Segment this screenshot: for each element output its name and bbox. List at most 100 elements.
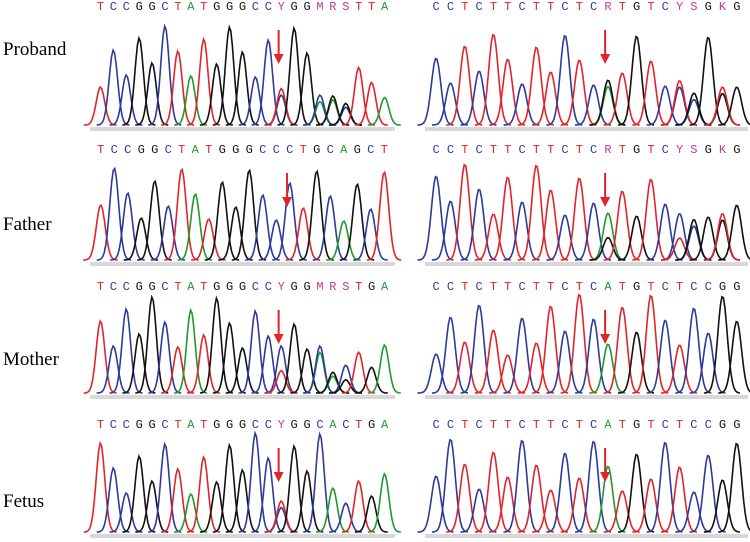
trace-peak: [83, 440, 117, 533]
trace-peak: [251, 334, 285, 394]
trace-peak: [264, 87, 298, 126]
baseline-bar: [90, 127, 395, 131]
trace-peak: [503, 83, 540, 126]
trace-peak: [689, 36, 726, 126]
trace-peak: [303, 100, 337, 126]
trace-peak: [353, 208, 388, 261]
trace-peak: [689, 454, 726, 533]
trace-peak: [96, 166, 132, 261]
trace-peak: [560, 177, 597, 261]
trace-peak: [489, 58, 526, 126]
trace-peak: [367, 96, 401, 126]
trace-peak: [218, 205, 253, 261]
trace-peak: [367, 472, 401, 533]
trace-peak: [251, 37, 285, 126]
trace-peak: [186, 36, 221, 126]
trace-peak: [603, 306, 640, 394]
trace-peak: [560, 59, 597, 126]
trace-peak: [122, 35, 156, 126]
trace-peak: [148, 23, 182, 126]
trace-peak: [83, 319, 117, 394]
trace-peak: [617, 453, 655, 533]
trace-peak: [532, 71, 569, 126]
trace-peak: [489, 176, 526, 261]
trace-peak: [150, 204, 186, 261]
trace-peak: [83, 85, 117, 126]
trace-peak: [238, 75, 272, 126]
trace-peak: [718, 86, 750, 126]
trace-peak: [617, 331, 655, 394]
trace-peak: [277, 443, 311, 533]
trace-peak: [431, 316, 469, 394]
trace-peak: [277, 322, 311, 394]
trace-peak: [689, 216, 726, 261]
trace-peak: [326, 220, 361, 261]
trace-peak: [603, 490, 640, 533]
trace-peak: [161, 467, 195, 533]
trace-peak: [474, 213, 511, 261]
trace-peak: [517, 46, 554, 126]
trace-peak: [503, 201, 540, 261]
row-label: Fetus: [3, 491, 44, 512]
trace-peak: [212, 442, 246, 533]
trace-peak: [718, 204, 750, 261]
trace-peak: [489, 354, 526, 394]
trace-peak: [303, 344, 337, 394]
trace-peak: [277, 25, 311, 126]
trace-peak: [632, 60, 669, 126]
trace-peak: [174, 492, 208, 533]
trace-peak: [191, 218, 226, 261]
trace-peak: [574, 318, 612, 394]
trace-peak: [703, 212, 740, 261]
trace-peak: [703, 295, 741, 394]
trace-peak: [341, 65, 375, 126]
trace-peak: [446, 463, 483, 533]
trace-peak: [161, 49, 195, 126]
trace-peak: [135, 479, 169, 533]
trace-peak: [517, 164, 554, 261]
trace-peak: [532, 189, 569, 261]
trace-peak: [148, 441, 182, 533]
trace-peak: [532, 305, 569, 394]
trace-peak: [460, 70, 497, 126]
trace-peak: [718, 320, 750, 394]
trace-peak: [675, 218, 712, 261]
trace-peak: [303, 93, 337, 126]
trace-peak: [660, 466, 698, 533]
trace-peak: [339, 182, 375, 261]
row-label: Mother: [3, 349, 60, 370]
trace-peak: [589, 79, 626, 126]
trace-peak: [589, 85, 626, 126]
trace-peak: [212, 24, 246, 126]
trace-peak: [341, 479, 375, 533]
trace-peak: [646, 203, 683, 261]
trace-peak: [546, 214, 583, 261]
trace-peak: [123, 216, 159, 261]
trace-peak: [225, 468, 259, 533]
trace-peak: [367, 343, 401, 394]
baseline-bar: [425, 262, 748, 266]
trace-peak: [204, 180, 240, 261]
trace-peak: [474, 329, 511, 394]
trace-peak: [290, 51, 324, 126]
trace-peak: [238, 430, 272, 533]
trace-peak: [264, 506, 298, 533]
trace-peak: [135, 61, 169, 126]
trace-peak: [517, 342, 554, 394]
trace-peak: [417, 175, 454, 261]
trace-peak: [290, 347, 324, 394]
trace-peak: [660, 86, 698, 126]
trace-peak: [199, 62, 234, 126]
trace-peak: [431, 82, 468, 126]
trace-peak: [110, 191, 145, 261]
trace-peak: [574, 84, 612, 126]
row-label: Proband: [3, 39, 67, 60]
trace-peak: [560, 477, 597, 533]
trace-peak: [446, 163, 483, 261]
mutation-arrow-head: [600, 334, 611, 344]
trace-peak: [164, 167, 199, 261]
